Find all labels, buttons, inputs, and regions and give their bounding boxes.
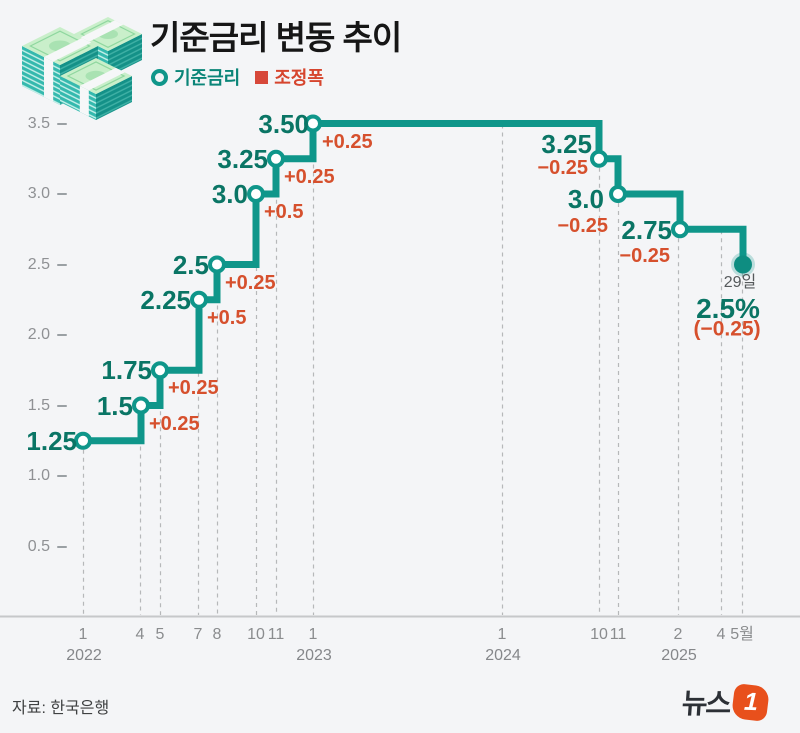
- chart-legend: 기준금리 조정폭: [151, 64, 324, 90]
- news1-logo-badge-digit: 1: [742, 687, 758, 716]
- news1-logo-text: 뉴스: [680, 688, 731, 719]
- news1-logo-badge: 1: [730, 682, 770, 722]
- legend-change-label: 조정폭: [274, 68, 324, 88]
- data-point: [190, 290, 208, 309]
- data-point: [267, 149, 285, 168]
- data-point: [671, 220, 689, 239]
- legend-rate-label: 기준금리: [174, 68, 241, 88]
- rate-step-line: [83, 120, 747, 445]
- rate-legend-marker-icon: [151, 68, 168, 86]
- data-point: [74, 431, 92, 450]
- data-point: [590, 149, 608, 168]
- data-point: [247, 185, 265, 203]
- change-legend-marker-icon: [255, 70, 269, 84]
- source-credit: 자료: 한국은행: [12, 700, 110, 717]
- data-point: [304, 114, 322, 133]
- final-data-point: [734, 255, 752, 274]
- data-point: [609, 185, 627, 203]
- data-point: [151, 361, 169, 380]
- money-stack-icon: [22, 17, 142, 120]
- data-point: [132, 396, 150, 415]
- data-point: [208, 255, 226, 274]
- page-title: 기준금리 변동 추이: [150, 19, 402, 56]
- news1-logo: 뉴스 1: [680, 682, 770, 722]
